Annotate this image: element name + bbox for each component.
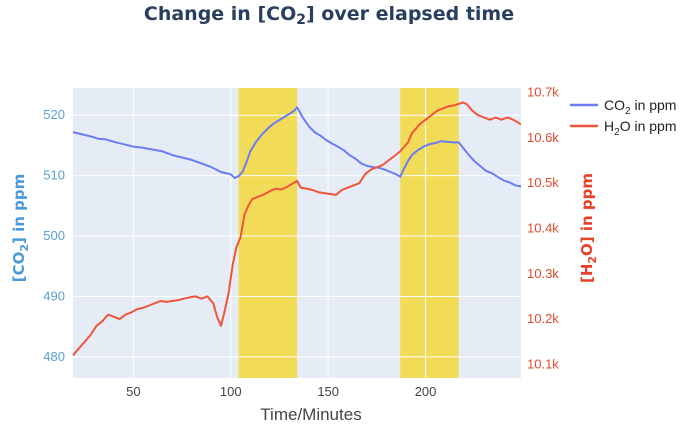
y-right-tick-label: 10.6k [527, 130, 559, 145]
y-left-tick-label: 510 [43, 168, 65, 183]
x-tick-label: 200 [415, 384, 437, 399]
co2-line [72, 106, 522, 188]
x-tick-label: 150 [317, 384, 339, 399]
x-tick-label: 50 [126, 384, 140, 399]
y-left-tick-label: 500 [43, 228, 65, 243]
y-right-tick-label: 10.5k [527, 175, 559, 190]
legend-item-h2o[interactable]: H2O in ppm [570, 118, 677, 138]
y-left-tick-label: 480 [43, 349, 65, 364]
y-axis-right-label: [H2O] in ppm [578, 173, 599, 283]
y-right-tick-label: 10.7k [527, 85, 559, 100]
y-left-tick-label: 520 [43, 107, 65, 122]
y-right-tick-label: 10.4k [527, 220, 559, 235]
legend-label-co2: CO2 in ppm [604, 97, 676, 117]
chart-title: Change in [CO2] over elapsed time [144, 3, 514, 28]
y-left-tick-label: 490 [43, 288, 65, 303]
highlight-band-2 [400, 88, 459, 378]
y-right-tick-label: 10.1k [527, 356, 559, 371]
legend-item-co2[interactable]: CO2 in ppm [570, 97, 676, 117]
y-right-tick-label: 10.3k [527, 266, 559, 281]
legend: CO2 in ppm H2O in ppm [570, 97, 677, 138]
y-axis-left-label: [CO2] in ppm [10, 174, 31, 283]
h2o-line [72, 101, 522, 356]
highlight-band-1 [238, 88, 297, 378]
x-tick-label: 100 [220, 384, 242, 399]
legend-label-h2o: H2O in ppm [604, 118, 677, 138]
x-axis-label: Time/Minutes [260, 405, 361, 424]
y-right-tick-label: 10.2k [527, 311, 559, 326]
